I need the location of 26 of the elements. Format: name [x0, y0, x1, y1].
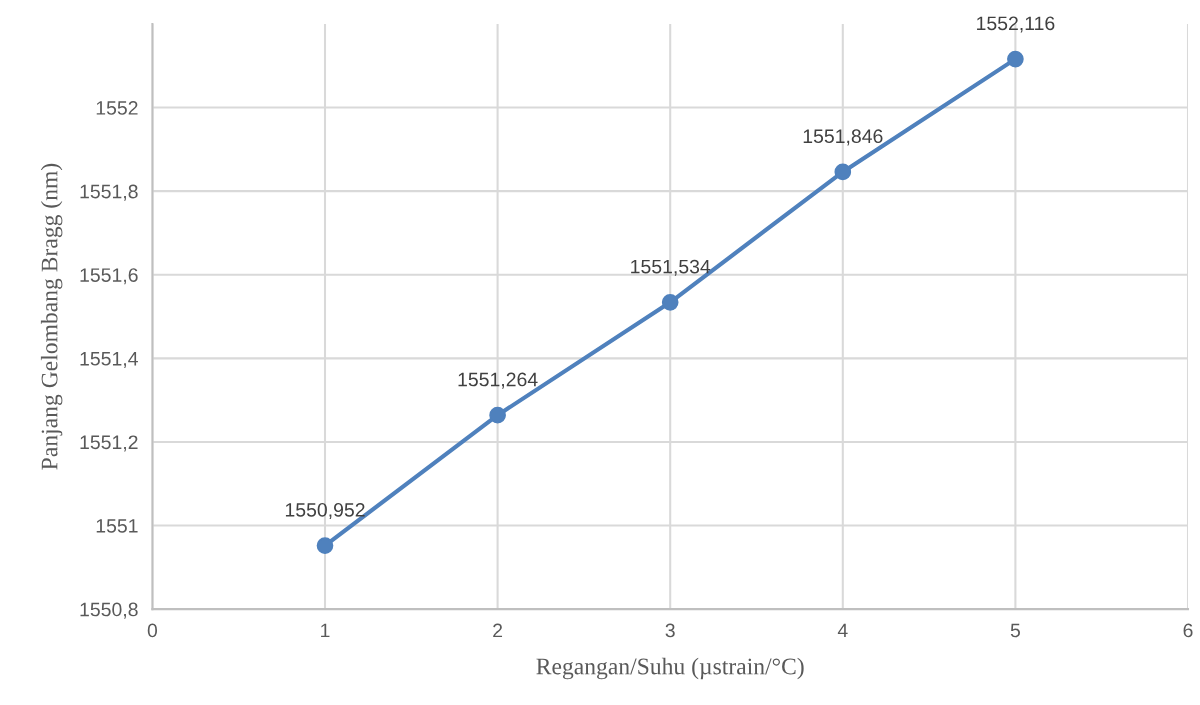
point [316, 537, 334, 554]
x-tick-label: 3 [665, 623, 675, 638]
x-axis-title: Regangan/Suhu (µstrain/°C) [536, 657, 804, 680]
y-tick-label: 1551,8 [80, 184, 138, 201]
y-tick-label: 1551,2 [80, 435, 138, 452]
y-tick-label: 1550,8 [80, 602, 138, 619]
y-tick-label: 1551,4 [80, 352, 138, 368]
data-label: 1552,116 [977, 16, 1055, 33]
point [834, 163, 852, 181]
y-tick-label: 1551 [96, 519, 138, 533]
y-tick-label: 1552 [96, 101, 138, 115]
point [661, 294, 679, 311]
y-tick-label: 1551,6 [80, 268, 138, 285]
data-label: 1550,952 [285, 502, 365, 520]
y-axis-title: Panjang Gelombang Bragg (nm) [40, 163, 63, 470]
x-tick-label: 5 [1010, 623, 1020, 638]
x-tick-label: 1 [321, 623, 330, 638]
data-label: 1551,264 [458, 372, 538, 389]
x-tick-label: 6 [1183, 623, 1193, 638]
data-label: 1551,846 [803, 129, 883, 146]
data-label: 1551,534 [631, 259, 711, 276]
point [489, 406, 506, 424]
point [1007, 50, 1024, 68]
x-tick-label: 4 [837, 623, 848, 638]
x-tick-label: 0 [147, 623, 158, 638]
x-tick-label: 2 [493, 623, 503, 638]
